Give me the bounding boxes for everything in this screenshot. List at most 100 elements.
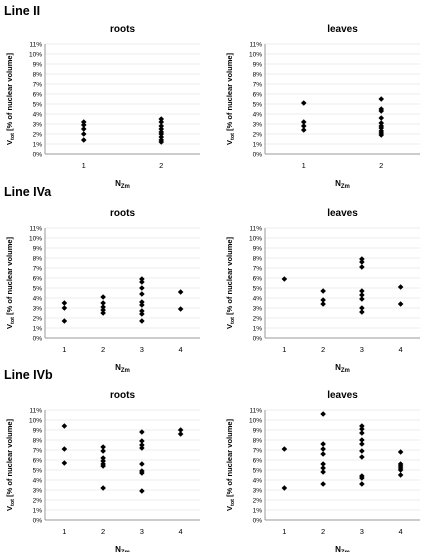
data-point — [359, 296, 365, 302]
data-point — [378, 108, 385, 114]
y-tick-label: 5% — [33, 285, 43, 292]
data-point — [100, 304, 106, 310]
y-tick-label: 8% — [253, 71, 263, 78]
data-point — [61, 423, 68, 429]
data-point — [397, 301, 404, 307]
data-point — [139, 438, 145, 444]
data-point — [359, 264, 365, 270]
chart-panel-5: roots 0% 1% 2% 3% 4% 5% 6% 7% 8% 9% 10% 11% 1 2 3 4 NZm Vt… — [0, 382, 210, 552]
chart-panel-6: leaves 0% 1% 2% 3% 4% 5% 6% 7% 8% 9% 10% 11% 1 2 3 4 NZm V… — [220, 382, 430, 552]
data-point — [320, 301, 326, 307]
data-point — [359, 481, 365, 487]
y-tick-label: 4% — [253, 477, 263, 484]
data-point — [281, 446, 288, 452]
x-tick-label: 1 — [62, 345, 66, 354]
data-point — [158, 123, 165, 129]
data-point — [397, 284, 404, 290]
data-point — [281, 276, 288, 282]
data-point — [80, 119, 87, 125]
data-point — [359, 448, 365, 454]
y-tick-label: 2% — [33, 131, 43, 138]
data-point — [359, 423, 365, 429]
y-tick-label: 9% — [33, 427, 43, 434]
data-point — [359, 256, 365, 262]
data-point — [359, 292, 365, 298]
data-point — [100, 294, 106, 300]
y-tick-label: 8% — [253, 255, 263, 262]
y-tick-label: 10% — [249, 235, 262, 242]
y-tick-label: 5% — [33, 467, 43, 474]
y-tick-label: 0% — [253, 335, 263, 342]
x-tick-label: 1 — [302, 161, 306, 170]
data-point — [158, 134, 165, 140]
data-point — [139, 276, 145, 282]
data-point — [158, 126, 165, 132]
data-point — [300, 127, 307, 133]
data-point — [378, 115, 385, 121]
x-tick-label: 1 — [82, 161, 86, 170]
x-tick-label: 2 — [159, 161, 163, 170]
y-tick-label: 9% — [33, 245, 43, 252]
data-point — [378, 120, 385, 126]
data-point — [281, 485, 288, 491]
y-tick-label: 10% — [249, 51, 262, 58]
section-title-line-ii: Line II — [4, 4, 41, 18]
y-tick-label: 5% — [253, 101, 263, 108]
data-point — [139, 445, 145, 451]
data-point — [139, 311, 145, 317]
data-point — [177, 427, 184, 433]
x-tick-label: 3 — [360, 527, 364, 536]
data-point — [359, 430, 365, 436]
y-axis-title: Vtot [% of nuclear volume] — [225, 236, 236, 329]
y-axis-title: Vtot [% of nuclear volume] — [5, 52, 16, 145]
data-point — [100, 485, 106, 491]
x-tick-label: 4 — [399, 345, 403, 354]
x-axis-title: NZm — [335, 545, 350, 552]
y-tick-label: 3% — [33, 121, 43, 128]
data-point — [139, 299, 145, 305]
data-point — [397, 449, 404, 455]
y-tick-label: 9% — [33, 61, 43, 68]
scatter-chart: roots 0% 1% 2% 3% 4% 5% 6% 7% 8% 9% 10% 11% 1 2 3 4 NZm Vt… — [5, 390, 200, 552]
x-tick-label: 1 — [282, 345, 286, 354]
data-point — [139, 488, 145, 494]
y-tick-label: 11% — [249, 407, 262, 414]
y-tick-label: 9% — [253, 61, 263, 68]
scatter-chart: leaves 0% 1% 2% 3% 4% 5% 6% 7% 8% 9% 10% 11% 1 2 3 4 NZm V… — [225, 208, 420, 374]
y-tick-label: 1% — [253, 325, 263, 332]
chart-panel-3: roots 0% 1% 2% 3% 4% 5% 6% 7% 8% 9% 10% 11% 1 2 3 4 NZm Vt… — [0, 200, 210, 374]
y-tick-label: 3% — [33, 487, 43, 494]
data-point — [139, 442, 145, 448]
data-point — [100, 458, 106, 464]
y-tick-label: 11% — [29, 41, 42, 48]
y-axis-title: Vtot [% of nuclear volume] — [5, 418, 16, 511]
data-point — [177, 289, 184, 295]
y-tick-label: 7% — [253, 447, 263, 454]
y-tick-label: 6% — [253, 457, 263, 464]
x-axis-title: NZm — [335, 179, 350, 190]
y-tick-label: 7% — [253, 81, 263, 88]
data-point — [100, 444, 106, 450]
data-point — [359, 288, 365, 294]
data-point — [139, 470, 145, 476]
y-tick-label: 7% — [33, 447, 43, 454]
y-tick-label: 7% — [253, 265, 263, 272]
chart-title: leaves — [327, 390, 358, 401]
scatter-chart: leaves 0% 1% 2% 3% 4% 5% 6% 7% 8% 9% 10% 11% 1 2 NZm Vto… — [225, 24, 420, 190]
y-tick-label: 0% — [253, 151, 263, 158]
y-tick-label: 0% — [253, 517, 263, 524]
data-point — [158, 116, 165, 122]
y-tick-label: 2% — [253, 131, 263, 138]
data-point — [320, 469, 326, 475]
x-tick-label: 3 — [140, 345, 144, 354]
x-tick-label: 1 — [282, 527, 286, 536]
y-tick-label: 6% — [33, 91, 43, 98]
data-point — [378, 96, 385, 102]
y-tick-label: 5% — [253, 467, 263, 474]
data-point — [359, 437, 365, 443]
chart-title: roots — [110, 390, 135, 401]
y-tick-label: 2% — [33, 315, 43, 322]
y-tick-label: 4% — [33, 111, 43, 118]
data-point — [139, 308, 145, 314]
y-tick-label: 7% — [33, 81, 43, 88]
